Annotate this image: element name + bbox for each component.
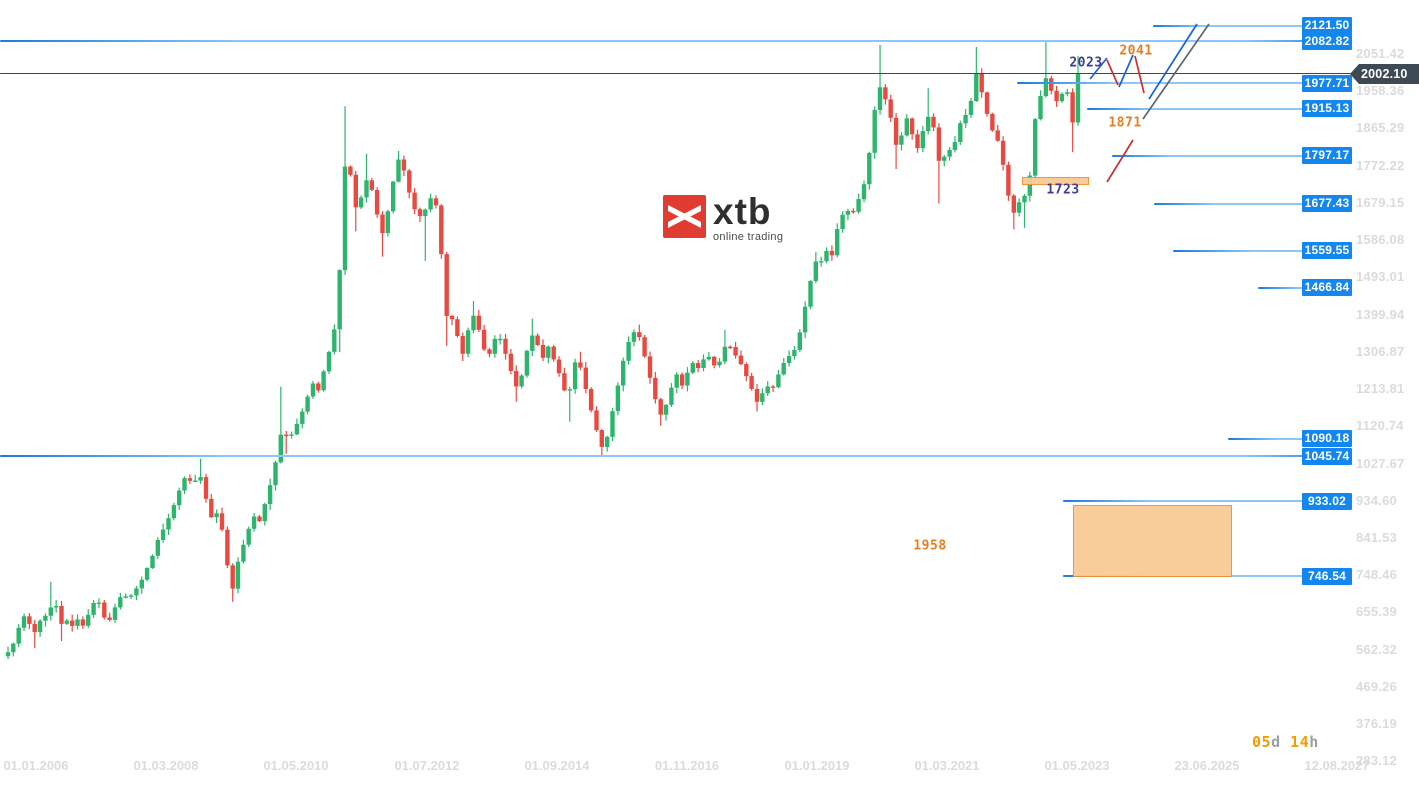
x-axis-label: 01.09.2014 [524, 758, 590, 773]
price-level-tag[interactable]: 1915.13 [1302, 100, 1352, 118]
x-axis-label: 12.08.2027 [1304, 758, 1370, 773]
y-axis-label: 1865.29 [1356, 120, 1405, 136]
y-axis-label: 469.26 [1356, 678, 1397, 694]
price-level-tag[interactable]: 2082.82 [1302, 32, 1352, 50]
countdown-part: h [1309, 733, 1319, 751]
price-level-tag[interactable]: 1797.17 [1302, 147, 1352, 165]
price-level-tag[interactable]: 1466.84 [1302, 279, 1352, 297]
horizontal-price-line[interactable] [1112, 154, 1352, 157]
y-axis-label: 748.46 [1356, 567, 1397, 583]
price-level-tag[interactable]: 933.02 [1302, 492, 1352, 510]
x-axis-label: 01.05.2010 [263, 758, 329, 773]
countdown-part: 05 [1252, 733, 1272, 751]
y-axis-label: 1399.94 [1356, 306, 1405, 322]
price-level-tag[interactable]: 2121.50 [1302, 17, 1352, 35]
price-level-tag[interactable]: 1677.43 [1302, 195, 1352, 213]
x-axis-label: 01.01.2019 [784, 758, 850, 773]
countdown-part: d [1271, 733, 1291, 751]
y-axis-label: 1027.67 [1356, 455, 1405, 471]
supply-zone-small[interactable] [1022, 176, 1089, 186]
y-axis-label: 934.60 [1356, 492, 1397, 508]
y-axis-label: 2051.42 [1356, 46, 1405, 61]
price-level-tag[interactable]: 1045.74 [1302, 447, 1352, 465]
current-price-label: 2002.10 [1350, 64, 1419, 84]
y-axis-label: 1493.01 [1356, 269, 1405, 285]
horizontal-price-line[interactable] [1173, 249, 1352, 252]
horizontal-price-line[interactable] [1087, 107, 1352, 110]
price-level-tag[interactable]: 1559.55 [1302, 242, 1352, 260]
y-axis-label: 562.32 [1356, 641, 1397, 657]
price-level-tag[interactable]: 1090.18 [1302, 430, 1352, 448]
horizontal-price-line[interactable] [1153, 24, 1352, 27]
x-axis-label: 01.11.2016 [654, 758, 720, 773]
text-annotation[interactable]: 1723 [1046, 182, 1080, 198]
y-axis-label: 1120.74 [1356, 418, 1404, 434]
horizontal-price-line[interactable] [0, 40, 1352, 43]
y-axis-label: 1772.22 [1356, 157, 1405, 173]
text-annotation[interactable]: 1958 [913, 538, 947, 554]
y-axis-label: 1679.15 [1356, 194, 1405, 210]
text-annotation[interactable]: 1871 [1108, 115, 1142, 131]
x-axis-label: 01.01.2006 [3, 758, 69, 773]
horizontal-price-line[interactable] [1228, 437, 1352, 440]
horizontal-price-line[interactable] [0, 455, 1352, 458]
y-axis-label: 1213.81 [1356, 381, 1405, 397]
logo-wordmark: xtb [713, 191, 772, 232]
text-annotation[interactable]: 2041 [1119, 43, 1153, 59]
x-axis-label: 01.03.2021 [914, 758, 980, 773]
x-axis-label: 23.06.2025 [1174, 758, 1240, 773]
price-level-tag[interactable]: 1977.71 [1302, 74, 1352, 92]
candle-countdown-timer: 05d 14h [1252, 733, 1319, 751]
y-axis-label: 1306.87 [1356, 343, 1405, 359]
demand-zone-large[interactable] [1073, 505, 1232, 578]
y-axis-label: 655.39 [1356, 604, 1397, 620]
text-annotation[interactable]: 2023 [1069, 55, 1103, 71]
x-axis-label: 01.03.2008 [133, 758, 199, 773]
price-level-tag[interactable]: 746.54 [1302, 567, 1352, 585]
y-axis-label: 283.12 [1356, 753, 1397, 769]
countdown-part: 14 [1290, 733, 1310, 751]
y-axis-label: 1958.36 [1356, 83, 1405, 99]
y-axis-label: 376.19 [1356, 716, 1397, 732]
horizontal-price-line[interactable] [1063, 500, 1352, 503]
xtb-logo-icon [663, 195, 706, 238]
y-axis-label: 1586.08 [1356, 232, 1405, 248]
horizontal-price-line[interactable] [1154, 202, 1352, 205]
xtb-logo: xtb online trading [663, 191, 784, 243]
y-axis-label: 841.53 [1356, 529, 1397, 545]
x-axis-label: 01.07.2012 [394, 758, 460, 773]
current-price-line [0, 72, 1352, 75]
logo-tagline: online trading [713, 231, 784, 243]
x-axis-label: 01.05.2023 [1044, 758, 1110, 773]
